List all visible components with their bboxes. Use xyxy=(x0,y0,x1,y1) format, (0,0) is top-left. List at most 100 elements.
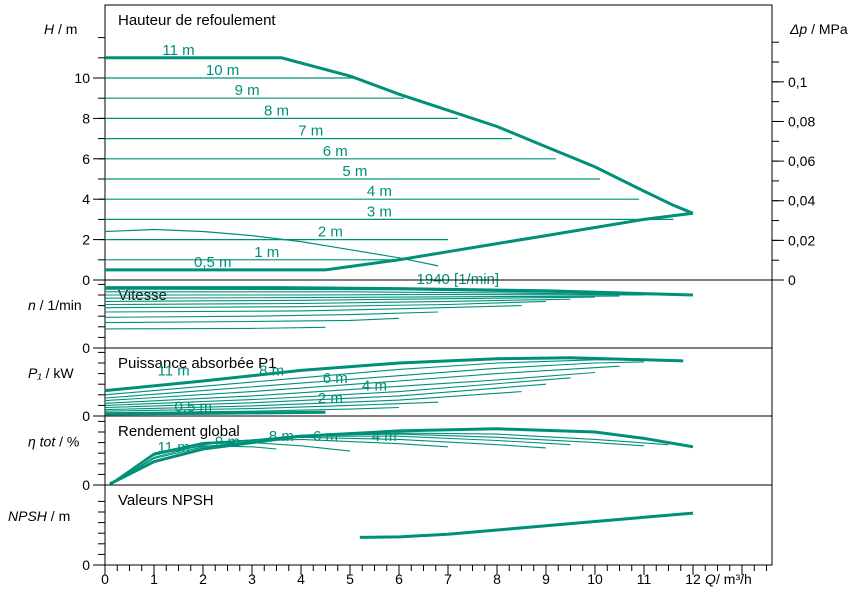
x-tick-label: 11 xyxy=(637,571,652,587)
y-axis-label-var: n xyxy=(28,297,36,313)
x-tick-label: 6 xyxy=(395,571,403,587)
x-tick-label: 8 xyxy=(493,571,501,587)
y-tick-label: 8 xyxy=(82,110,90,126)
right-tick-label: 0,04 xyxy=(788,193,815,209)
y-tick-label: 6 xyxy=(82,151,90,167)
y-axis-label-var: η tot xyxy=(28,434,56,450)
curve xyxy=(104,410,326,416)
curve xyxy=(104,377,571,406)
curve xyxy=(109,427,694,486)
y-tick-label: 2 xyxy=(82,232,90,248)
curve xyxy=(104,296,596,302)
x-axis-label-var: Q xyxy=(705,571,716,587)
y-tick-label: 4 xyxy=(82,191,90,207)
min-speed-curve xyxy=(104,228,439,267)
curve xyxy=(104,359,669,396)
panel-head: Hauteur de refoulement H / m 0 2 4 6 8 10 0 0,02 0… xyxy=(44,4,848,288)
y-axis-label: H / m xyxy=(44,21,77,37)
curve xyxy=(104,406,400,414)
panel-npsh: Valeurs NPSH NPSH / m 0 xyxy=(8,484,773,573)
setpoint-label: 9 m xyxy=(235,82,260,99)
setpoint-label: 10 m xyxy=(206,62,239,79)
curve xyxy=(104,383,547,409)
curve-label: 4 m xyxy=(372,428,397,445)
panel-frame xyxy=(104,4,773,281)
curve xyxy=(109,442,351,485)
y-tick-label: 10 xyxy=(74,70,90,86)
setpoint-label: 8 m xyxy=(264,102,289,119)
curve xyxy=(104,305,522,313)
x-tick-label: 2 xyxy=(199,571,207,587)
setpoint-label: 2 m xyxy=(318,224,343,241)
right-tick-label: 0,08 xyxy=(788,113,815,129)
right-tick-label: 0,1 xyxy=(788,74,808,90)
panel-title: Puissance absorbée P1 xyxy=(118,355,276,372)
setpoint-label: 1 m xyxy=(254,244,279,261)
y-tick-label: 0 xyxy=(82,557,90,573)
curve xyxy=(105,286,694,297)
curve xyxy=(104,371,596,404)
y-tick-label: 0 xyxy=(82,340,90,356)
x-tick-label: 4 xyxy=(297,571,305,587)
panel-title: Hauteur de refoulement xyxy=(118,12,276,29)
setpoint-label: 4 m xyxy=(367,183,392,200)
y-tick-label: 0 xyxy=(82,272,90,288)
y-axis-label: η tot / % xyxy=(28,434,79,450)
y-axis-label-unit: / m xyxy=(54,21,77,37)
chart-panels: Hauteur de refoulement H / m 0 2 4 6 8 10 0 0,02 0… xyxy=(8,4,848,573)
x-axis: 0 1 2 3 4 5 6 7 8 9 10 11 12 xyxy=(101,564,772,587)
right-tick-label: 0,06 xyxy=(788,153,815,169)
curve xyxy=(359,511,694,539)
x-axis-label-unit: / m³/h xyxy=(716,571,752,587)
setpoint-label: 6 m xyxy=(323,143,348,160)
curve xyxy=(105,291,669,296)
curve xyxy=(104,326,326,330)
curve xyxy=(109,435,571,485)
curve xyxy=(104,298,571,306)
x-tick-label: 12 xyxy=(685,571,701,587)
envelope-lower xyxy=(105,211,694,272)
x-tick-label: 3 xyxy=(248,571,256,587)
y-axis-label-unit: / m xyxy=(47,508,70,524)
curve xyxy=(104,288,694,296)
curve xyxy=(104,365,620,402)
y-axis-label-unit: / kW xyxy=(42,365,75,381)
curve-label: 6 m xyxy=(323,370,348,387)
y-axis-label-var: NPSH xyxy=(8,508,48,524)
curve-label: 6 m xyxy=(313,428,338,445)
y-axis-label: NPSH / m xyxy=(8,508,70,524)
y-axis-label-unit: / % xyxy=(55,434,79,450)
y-axis-label: n / 1/min xyxy=(28,297,82,313)
curve xyxy=(104,311,439,318)
x-tick-label: 1 xyxy=(150,571,158,587)
y-axis-label: P₁ / kW xyxy=(28,365,74,381)
right-axis-label-unit: / MPa xyxy=(807,21,848,37)
y-tick-label: 0 xyxy=(82,408,90,424)
right-tick-label: 0 xyxy=(788,272,796,288)
setpoint-label: 0,5 m xyxy=(194,254,232,271)
setpoint-label: 11 m xyxy=(162,42,194,59)
min-speed-label: 1940 [1/min] xyxy=(417,271,500,288)
panel-power: Puissance absorbée P1 P₁ / kW 0 11 m 8 m 6 m 4… xyxy=(28,347,773,424)
panel-title: Valeurs NPSH xyxy=(118,492,214,509)
y-tick-label: 0 xyxy=(82,477,90,493)
x-tick-label: 7 xyxy=(444,571,452,587)
x-tick-label: 0 xyxy=(101,571,109,587)
setpoint-label: 7 m xyxy=(298,123,323,140)
curve-label: 9 m xyxy=(215,434,240,451)
curve-label: 8 m xyxy=(259,362,284,379)
envelope-upper xyxy=(105,56,694,215)
x-tick-label: 10 xyxy=(587,571,603,587)
curve xyxy=(109,433,645,485)
curve xyxy=(105,293,645,296)
curve-label: 11 m xyxy=(157,439,189,456)
y-axis-label-var: H xyxy=(44,21,55,37)
curve xyxy=(104,401,439,412)
curve xyxy=(104,300,547,309)
curve xyxy=(104,317,400,324)
y-axis-label-var: P₁ xyxy=(28,365,42,381)
right-axis-label-var: Δp xyxy=(789,21,807,37)
right-axis-label: Δp / MPa xyxy=(789,21,848,37)
